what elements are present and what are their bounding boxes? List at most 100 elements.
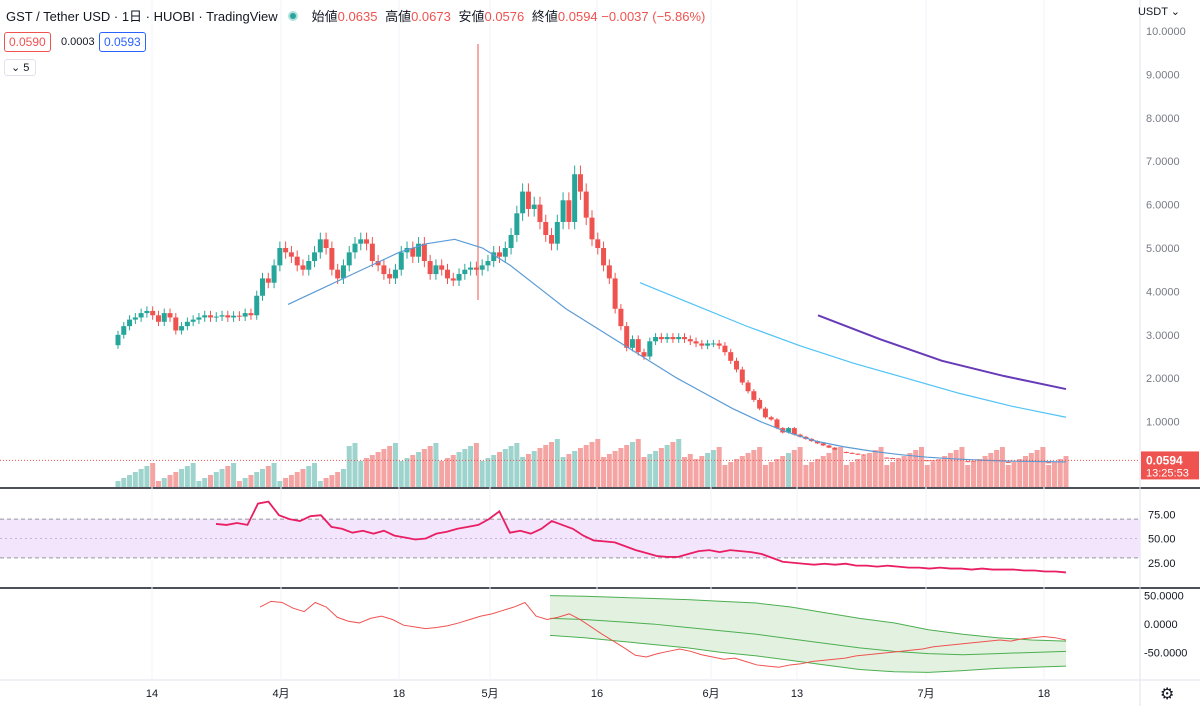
candle-body — [260, 278, 266, 296]
candle-body — [392, 269, 398, 279]
candle-body — [710, 343, 716, 345]
candles-group — [115, 165, 1069, 487]
candle-body — [531, 204, 537, 209]
candle-body — [167, 313, 173, 318]
volume-bar — [895, 459, 901, 487]
volume-bar — [404, 458, 410, 487]
candle-body — [271, 265, 277, 283]
indicator-collapse-button[interactable]: ⌄ 5 — [4, 59, 37, 76]
candle-body — [849, 452, 855, 454]
candle-body — [265, 278, 271, 283]
volume-bar — [947, 453, 953, 487]
candle-body — [884, 457, 890, 459]
candle-body — [439, 265, 445, 270]
candle-body — [352, 243, 358, 253]
volume-bar — [658, 448, 664, 487]
candle-body — [971, 461, 977, 463]
volume-bar — [820, 456, 826, 487]
volume-bar — [762, 465, 768, 487]
symbol-title[interactable]: GST / Tether USD · 1日 · HUOBI · TradingV… — [6, 9, 278, 24]
candle-body — [589, 217, 595, 240]
candle-body — [416, 243, 422, 257]
volume-bar — [1046, 465, 1052, 487]
volume-bar — [179, 469, 185, 487]
sell-price-button[interactable]: 0.0590 — [4, 32, 51, 52]
volume-bar — [213, 472, 219, 487]
volume-bar — [647, 454, 653, 487]
volume-bar — [601, 457, 607, 487]
volume-bar — [1051, 462, 1057, 487]
volume-bar — [751, 450, 757, 487]
buy-price-button[interactable]: 0.0593 — [99, 32, 146, 52]
candle-body — [699, 343, 705, 346]
volume-bar — [329, 475, 335, 487]
oscillator-line — [259, 600, 1067, 668]
volume-bar — [491, 455, 497, 487]
candle-body — [150, 310, 156, 316]
volume-bar — [913, 450, 919, 487]
candle-body — [606, 265, 612, 279]
volume-bar — [144, 466, 150, 487]
candle-body — [450, 278, 456, 281]
gear-icon[interactable]: ⚙ — [1160, 686, 1175, 703]
price-tick-label: 3.0000 — [1146, 330, 1180, 342]
volume-bar — [872, 450, 878, 487]
candle-body — [826, 445, 832, 448]
currency-selector[interactable]: USDT ⌄ — [1137, 6, 1180, 18]
volume-bar — [809, 462, 815, 487]
market-status-icon — [287, 10, 298, 21]
chevron-down-icon: ⌄ — [11, 62, 21, 74]
volume-bar — [433, 443, 439, 487]
candle-body — [335, 269, 341, 279]
volume-bar — [254, 472, 260, 487]
volume-bar — [930, 462, 936, 487]
candle-body — [346, 252, 352, 266]
price-tick-label: 4.0000 — [1146, 286, 1180, 298]
volume-bar — [936, 459, 942, 487]
candle-body — [890, 458, 896, 460]
candle-body — [543, 221, 549, 235]
volume-bar — [589, 442, 595, 487]
volume-bar — [543, 445, 549, 487]
time-tick-label: 13 — [791, 688, 803, 700]
candle-body — [734, 360, 740, 370]
rsi-tick-label: 50.00 — [1148, 534, 1176, 546]
candle-body — [716, 343, 722, 346]
candle-body — [161, 313, 167, 322]
volume-bar — [514, 443, 520, 487]
candle-body — [560, 200, 566, 222]
volume-bar — [1011, 462, 1017, 487]
volume-bar — [699, 456, 705, 487]
volume-bar — [231, 463, 237, 487]
candle-body — [288, 252, 294, 257]
spread-value: 0.0003 — [61, 36, 95, 48]
candle-body — [757, 399, 763, 409]
oscillator-tick-label: -50.0000 — [1144, 647, 1187, 659]
candle-body — [364, 239, 370, 244]
volume-bar — [629, 442, 635, 487]
volume-bar — [132, 472, 138, 487]
volume-bar — [207, 475, 213, 487]
volume-bar — [624, 445, 630, 487]
candle-body — [144, 310, 150, 314]
candle-body — [340, 265, 346, 279]
volume-bar — [410, 455, 416, 487]
candle-body — [248, 313, 254, 316]
candle-body — [705, 343, 711, 346]
volume-bar — [121, 478, 127, 487]
volume-bar — [242, 478, 248, 487]
price-tick-label: 6.0000 — [1146, 200, 1180, 212]
volume-bar — [676, 439, 682, 487]
volume-bar — [999, 447, 1005, 487]
volume-bar — [317, 481, 323, 487]
band-middle-line — [549, 617, 1067, 656]
candle-body — [138, 313, 144, 318]
volume-bar — [398, 461, 404, 487]
volume-bar — [456, 452, 462, 487]
volume-bar — [138, 469, 144, 487]
volume-bar — [392, 443, 398, 487]
rsi-tick-label: 25.00 — [1148, 558, 1176, 570]
volume-bar — [225, 466, 231, 487]
volume-bar — [462, 449, 468, 487]
